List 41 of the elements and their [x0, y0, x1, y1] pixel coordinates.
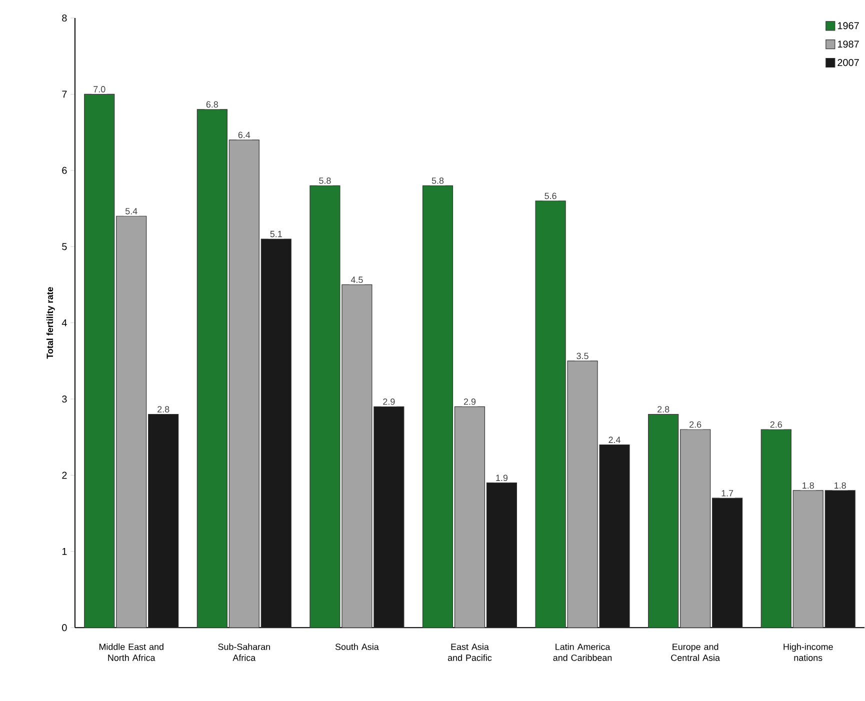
data-label: 1.8	[834, 482, 846, 489]
data-label: 5.8	[319, 178, 331, 184]
data-label: 1.7	[722, 490, 734, 496]
x-tick-label: East Asia and Pacific	[448, 644, 492, 662]
x-tick-label: Sub-Saharan Africa	[218, 644, 270, 662]
y-tick-label: 2	[62, 472, 67, 479]
data-label: 2.9	[464, 398, 476, 406]
y-tick-label: 3	[62, 396, 67, 403]
y-tick-label: 6	[62, 167, 67, 174]
y-tick-label: 5	[62, 243, 67, 250]
y-axis-title: Total fertility rate	[46, 287, 55, 359]
data-label: 7.0	[94, 86, 106, 93]
data-label: 6.8	[206, 101, 218, 108]
legend-label: 1987	[838, 40, 859, 48]
data-label: 2.6	[690, 422, 702, 428]
data-label: 1.8	[802, 482, 814, 489]
data-label: 5.1	[270, 231, 282, 238]
y-tick-label: 0	[62, 624, 67, 632]
data-label: 2.4	[608, 436, 620, 444]
y-tick-label: 4	[62, 320, 67, 326]
data-label: 5.8	[432, 178, 444, 184]
y-tick-label: 7	[62, 90, 67, 98]
legend-label: 1967	[838, 22, 859, 30]
data-label: 5.4	[125, 208, 138, 215]
data-label: 2.8	[658, 406, 670, 413]
x-tick-label: South Asia	[335, 644, 379, 650]
legend-label: 2007	[838, 59, 859, 66]
data-label: 4.5	[350, 276, 363, 284]
y-tick-label: 8	[62, 14, 67, 22]
x-tick-label: High-income nations	[784, 644, 833, 662]
data-label: 2.6	[770, 422, 782, 428]
data-label: 2.8	[158, 406, 170, 413]
x-tick-label: Latin America and Caribbean	[553, 644, 612, 662]
data-label: 6.4	[238, 132, 250, 138]
data-label: 2.9	[383, 398, 395, 406]
data-label: 5.6	[544, 192, 556, 200]
x-tick-label: Middle East and North Africa	[99, 644, 164, 662]
data-label: 3.5	[576, 352, 588, 360]
y-tick-label: 1	[62, 548, 67, 556]
x-tick-label: Europe and Central Asia	[671, 644, 720, 662]
data-label: 1.9	[496, 474, 508, 482]
